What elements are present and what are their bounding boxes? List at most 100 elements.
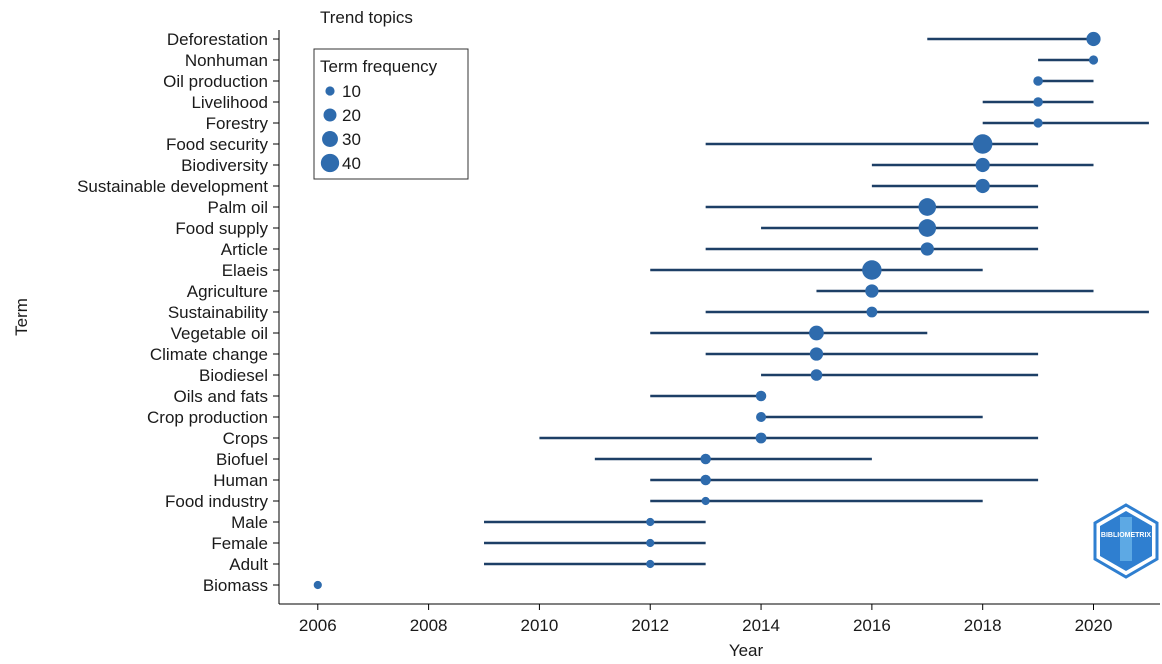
term-label: Biodiesel (199, 366, 268, 385)
term-label: Livelihood (191, 93, 268, 112)
legend-size-swatch (322, 131, 338, 147)
term-label: Forestry (206, 114, 269, 133)
term-row: Livelihood (191, 93, 1094, 112)
term-label: Agriculture (187, 282, 268, 301)
term-row: Nonhuman (185, 51, 1099, 70)
term-median-point (972, 134, 993, 154)
term-row: Biodiversity (181, 156, 1094, 175)
term-label: Crop production (147, 408, 268, 427)
term-row: Biofuel (216, 450, 872, 469)
term-median-point (313, 580, 322, 590)
term-label: Elaeis (222, 261, 268, 280)
term-label: Food supply (175, 219, 268, 238)
term-row: Sustainability (168, 303, 1149, 322)
term-median-point (755, 432, 767, 444)
term-label: Climate change (150, 345, 268, 364)
term-label: Sustainability (168, 303, 269, 322)
term-label: Oil production (163, 72, 268, 91)
term-row: Crop production (147, 408, 983, 427)
term-median-point (646, 538, 655, 548)
legend-items: 10 20 30 40 (320, 82, 361, 173)
term-row: Oil production (163, 72, 1094, 91)
term-row: Agriculture (187, 282, 1094, 301)
term-median-point (646, 517, 655, 527)
term-row: Deforestation (167, 30, 1101, 49)
term-label: Biomass (203, 576, 268, 595)
term-row: Biomass (203, 576, 322, 595)
term-median-point (755, 390, 767, 402)
logo-tower (1120, 517, 1132, 561)
term-median-point (975, 157, 990, 173)
term-median-point (809, 325, 824, 341)
term-label: Nonhuman (185, 51, 268, 70)
term-label: Female (211, 534, 268, 553)
logo-text: BIBLIOMETRIX (1101, 532, 1151, 539)
term-label: Male (231, 513, 268, 532)
term-median-point (1033, 97, 1043, 107)
term-row: Crops (223, 429, 1039, 448)
term-label: Biodiversity (181, 156, 268, 175)
x-axis-title: Year (729, 641, 764, 660)
x-ticks: 2006 2008 2010 2012 2014 2016 2018 2020 (299, 604, 1113, 635)
term-label: Adult (229, 555, 268, 574)
term-row: Palm oil (208, 198, 1039, 217)
legend: Term frequency 10 20 30 40 (313, 48, 469, 180)
term-label: Human (213, 471, 268, 490)
legend-size-label: 40 (342, 154, 361, 173)
term-row: Adult (229, 555, 706, 574)
term-label: Food security (166, 135, 269, 154)
term-median-point (1086, 31, 1101, 47)
x-tick-label: 2008 (410, 616, 448, 635)
x-tick-label: 2012 (631, 616, 669, 635)
term-median-point (1033, 76, 1043, 86)
term-median-point (809, 347, 824, 361)
term-row: Biodiesel (199, 366, 1039, 385)
term-median-point (756, 411, 767, 423)
x-tick-label: 2006 (299, 616, 337, 635)
chart-title: Trend topics (320, 8, 413, 27)
term-median-point (975, 178, 990, 194)
x-tick-label: 2010 (521, 616, 559, 635)
y-axis-title: Term (12, 298, 31, 336)
term-median-point (646, 559, 655, 569)
term-row: Climate change (150, 345, 1039, 364)
term-label: Deforestation (167, 30, 268, 49)
legend-title: Term frequency (320, 57, 438, 76)
term-label: Crops (223, 429, 268, 448)
term-label: Vegetable oil (171, 324, 268, 343)
term-label: Palm oil (208, 198, 268, 217)
legend-size-label: 20 (342, 106, 361, 125)
term-row: Oils and fats (174, 387, 767, 406)
term-median-point (866, 306, 878, 318)
term-row: Female (211, 534, 706, 553)
term-median-point (862, 260, 882, 280)
term-row: Food industry (165, 492, 983, 511)
legend-size-swatch (323, 108, 337, 122)
term-median-point (1033, 118, 1043, 128)
term-row: Male (231, 513, 706, 532)
x-tick-label: 2014 (742, 616, 780, 635)
term-rows: Deforestation Nonhuman Oil production Livel… (77, 30, 1149, 595)
bibliometrix-logo: BIBLIOMETRIX (1093, 503, 1159, 579)
term-median-point (920, 242, 934, 256)
term-label: Biofuel (216, 450, 268, 469)
term-label: Article (221, 240, 268, 259)
term-row: Food supply (175, 219, 1039, 238)
term-row: Article (221, 240, 1039, 259)
x-tick-label: 2018 (964, 616, 1002, 635)
logo-hexagon-outer (1093, 503, 1159, 579)
x-tick-label: 2020 (1075, 616, 1113, 635)
term-row: Forestry (206, 114, 1149, 133)
term-median-point (700, 453, 711, 465)
term-median-point (865, 284, 879, 298)
term-median-point (700, 474, 711, 486)
term-median-point (918, 198, 937, 216)
term-median-point (918, 219, 937, 237)
term-median-point (1088, 55, 1099, 65)
legend-size-label: 10 (342, 82, 361, 101)
legend-size-label: 30 (342, 130, 361, 149)
term-median-point (701, 496, 710, 506)
term-label: Food industry (165, 492, 268, 511)
legend-box (313, 48, 469, 180)
